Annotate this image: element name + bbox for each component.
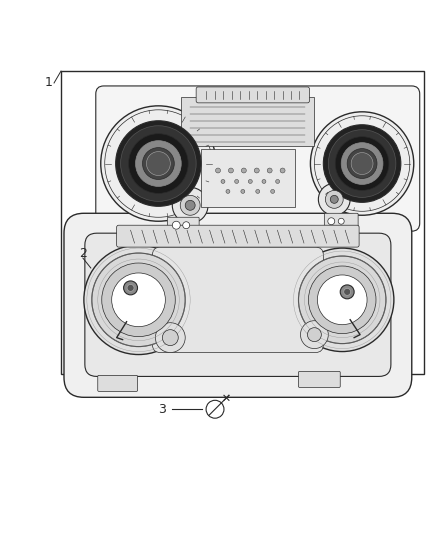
FancyBboxPatch shape xyxy=(298,372,340,387)
Text: 1: 1 xyxy=(45,76,53,90)
FancyBboxPatch shape xyxy=(181,97,314,146)
Circle shape xyxy=(101,106,216,221)
Circle shape xyxy=(351,152,373,174)
Circle shape xyxy=(135,141,181,187)
Circle shape xyxy=(340,285,354,299)
Circle shape xyxy=(146,151,170,175)
Circle shape xyxy=(300,321,328,349)
Circle shape xyxy=(129,134,188,193)
Circle shape xyxy=(328,218,335,225)
Circle shape xyxy=(102,263,175,337)
Circle shape xyxy=(155,322,185,352)
Circle shape xyxy=(241,168,246,173)
Circle shape xyxy=(183,222,190,229)
Circle shape xyxy=(248,180,252,183)
Circle shape xyxy=(341,143,383,184)
FancyBboxPatch shape xyxy=(117,225,359,247)
Circle shape xyxy=(280,168,285,173)
Circle shape xyxy=(215,168,220,173)
FancyBboxPatch shape xyxy=(85,233,391,376)
Circle shape xyxy=(311,112,414,215)
Circle shape xyxy=(328,130,396,197)
Circle shape xyxy=(226,189,230,193)
Circle shape xyxy=(127,285,134,292)
Circle shape xyxy=(241,189,245,193)
Circle shape xyxy=(256,189,260,193)
Circle shape xyxy=(330,196,338,203)
Circle shape xyxy=(307,328,321,342)
Circle shape xyxy=(323,125,401,203)
Circle shape xyxy=(162,330,178,345)
Circle shape xyxy=(92,253,185,346)
Text: 3: 3 xyxy=(159,403,166,416)
Circle shape xyxy=(185,200,195,211)
Text: 2: 2 xyxy=(79,247,87,260)
Circle shape xyxy=(142,148,174,180)
Circle shape xyxy=(221,180,225,183)
Circle shape xyxy=(262,180,266,183)
Circle shape xyxy=(290,248,394,352)
Circle shape xyxy=(308,266,376,334)
Circle shape xyxy=(206,400,224,418)
FancyBboxPatch shape xyxy=(96,86,420,231)
Circle shape xyxy=(298,256,386,344)
FancyBboxPatch shape xyxy=(98,375,138,391)
Circle shape xyxy=(120,126,196,201)
Circle shape xyxy=(84,245,193,354)
FancyBboxPatch shape xyxy=(201,149,294,207)
Circle shape xyxy=(271,189,275,193)
Circle shape xyxy=(235,180,239,183)
FancyBboxPatch shape xyxy=(152,247,323,352)
Circle shape xyxy=(347,149,377,179)
FancyBboxPatch shape xyxy=(167,217,199,233)
Circle shape xyxy=(116,121,201,206)
Circle shape xyxy=(344,288,351,295)
Bar xyxy=(61,71,424,375)
Circle shape xyxy=(267,168,272,173)
Circle shape xyxy=(112,273,165,327)
Circle shape xyxy=(276,180,279,183)
Circle shape xyxy=(325,190,343,208)
Circle shape xyxy=(172,221,180,229)
Circle shape xyxy=(318,183,350,215)
Circle shape xyxy=(124,281,138,295)
Circle shape xyxy=(254,168,259,173)
Circle shape xyxy=(338,218,344,224)
FancyBboxPatch shape xyxy=(324,213,358,229)
Circle shape xyxy=(180,196,200,215)
Circle shape xyxy=(335,136,389,190)
Circle shape xyxy=(172,188,208,223)
FancyBboxPatch shape xyxy=(64,213,412,397)
Circle shape xyxy=(229,168,233,173)
FancyBboxPatch shape xyxy=(196,87,309,103)
Circle shape xyxy=(318,275,367,325)
